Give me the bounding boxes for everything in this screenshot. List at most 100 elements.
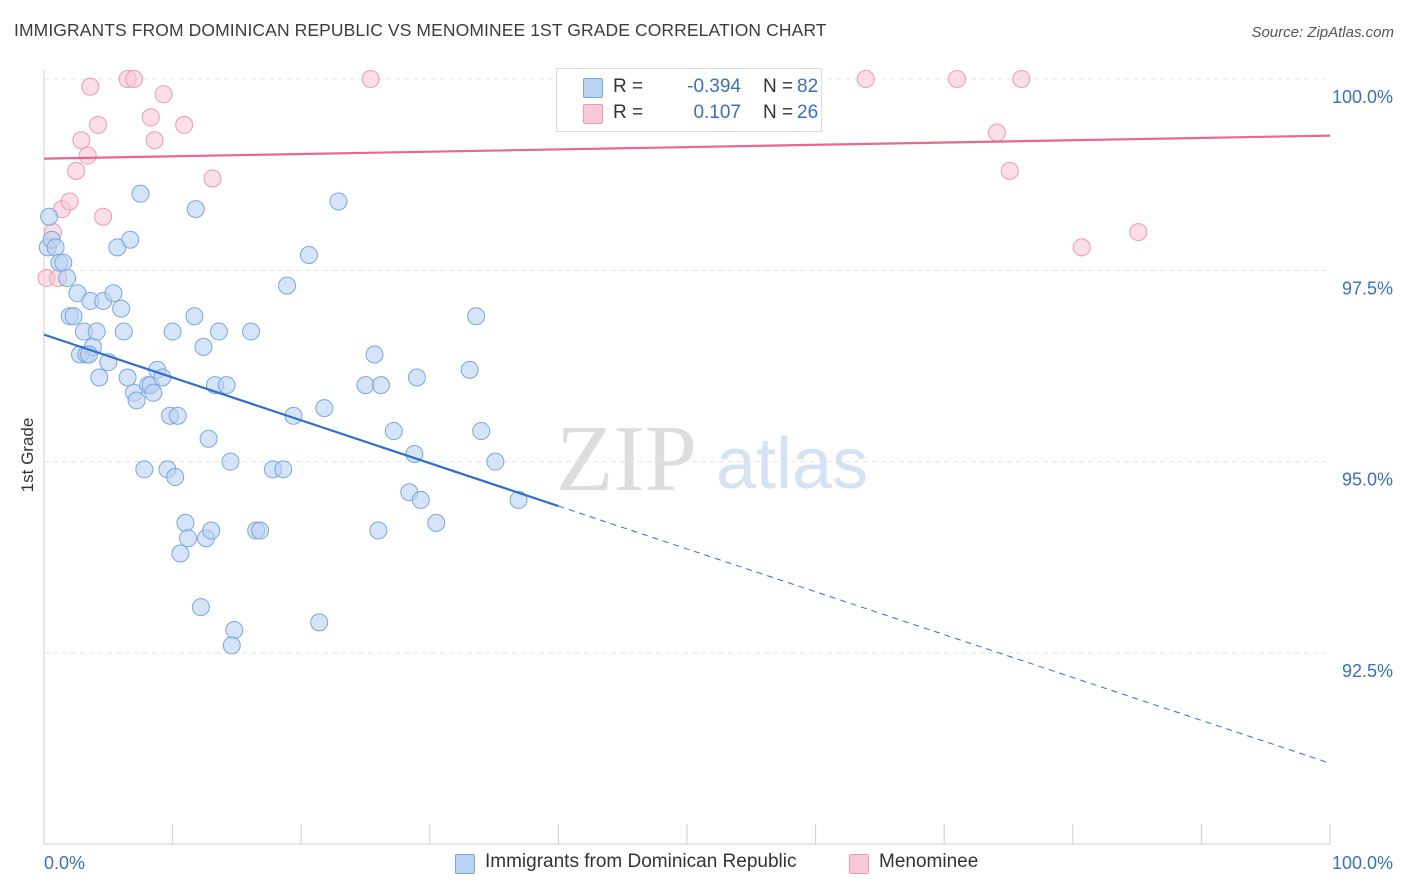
dominican-point bbox=[58, 268, 77, 287]
dominican-point bbox=[225, 621, 244, 640]
menominee-point bbox=[948, 70, 967, 88]
watermark-atlas: atlas bbox=[716, 424, 868, 504]
legend-n-label: N = bbox=[763, 76, 794, 97]
dominican-point bbox=[274, 460, 293, 479]
dominican-point bbox=[460, 360, 479, 379]
dominican-point bbox=[310, 613, 329, 632]
menominee-point bbox=[78, 146, 97, 165]
x-tick-label: 0.0% bbox=[44, 853, 85, 873]
menominee-point bbox=[67, 161, 86, 180]
dominican-point bbox=[168, 406, 187, 425]
legend-n-value: 82 bbox=[797, 76, 819, 97]
menominee-trend-line bbox=[43, 134, 1331, 160]
axes bbox=[43, 70, 1331, 845]
legend-r-label: R = bbox=[613, 102, 644, 123]
dominican-point bbox=[407, 368, 426, 387]
dominican-point bbox=[384, 422, 403, 441]
dominican-point bbox=[209, 322, 228, 341]
correlation-legend: R = -0.394 N = 82 R = 0.107 N = 26 bbox=[556, 68, 822, 132]
dominican-point bbox=[221, 452, 240, 471]
dominican-point bbox=[163, 322, 182, 341]
series-legend-label: Immigrants from Dominican Republic bbox=[485, 851, 797, 872]
menominee-point bbox=[81, 77, 100, 96]
dominican-point bbox=[467, 307, 486, 326]
dominican-point bbox=[40, 207, 59, 226]
dominican-point bbox=[369, 521, 388, 540]
dominican-point bbox=[114, 322, 133, 341]
trend-lines bbox=[43, 134, 1331, 764]
dominican-point bbox=[299, 246, 318, 265]
dominican-point bbox=[144, 383, 163, 402]
dominican-point bbox=[118, 368, 137, 387]
dominican-point bbox=[217, 376, 236, 395]
watermark: ZIP atlas bbox=[556, 407, 868, 511]
dominican-point bbox=[87, 322, 106, 341]
menominee-point bbox=[987, 123, 1006, 142]
series-legend: Immigrants from Dominican Republic Menom… bbox=[0, 851, 1406, 879]
dominican-point bbox=[135, 460, 154, 479]
dominican-point bbox=[199, 429, 218, 448]
dominican-point bbox=[191, 598, 210, 617]
menominee-point bbox=[125, 70, 144, 88]
dominican-point bbox=[371, 376, 390, 395]
y-tick-label: 92.5% bbox=[1342, 661, 1393, 681]
dominican-point bbox=[112, 299, 131, 318]
menominee-point bbox=[1000, 161, 1019, 180]
source-credit: Source: ZipAtlas.com bbox=[1251, 24, 1394, 41]
dominican-point bbox=[64, 307, 83, 326]
data-points bbox=[37, 70, 1148, 655]
dominican-point bbox=[176, 513, 195, 532]
dominican-point bbox=[427, 513, 446, 532]
dominican-point bbox=[472, 422, 491, 441]
dominican-point bbox=[186, 200, 205, 219]
menominee-point bbox=[361, 70, 380, 88]
series-swatch-pink bbox=[849, 854, 869, 874]
y-tick-label: 100.0% bbox=[1332, 87, 1393, 107]
y-tick-label: 95.0% bbox=[1342, 470, 1393, 490]
menominee-point bbox=[1012, 70, 1031, 88]
menominee-point bbox=[1072, 238, 1091, 257]
dominican-trend-line bbox=[43, 333, 559, 508]
dominican-trend-extension bbox=[558, 505, 1331, 764]
legend-r-label: R = bbox=[613, 76, 644, 97]
dominican-point bbox=[405, 445, 424, 464]
dominican-point bbox=[509, 490, 528, 509]
menominee-point bbox=[175, 115, 194, 134]
menominee-point bbox=[141, 108, 160, 127]
dominican-point bbox=[179, 529, 198, 548]
dominican-point bbox=[278, 276, 297, 295]
legend-r-value: -0.394 bbox=[687, 76, 741, 97]
dominican-point bbox=[127, 391, 146, 410]
dominican-point bbox=[365, 345, 384, 364]
dominican-point bbox=[202, 521, 221, 540]
y-tick-label: 97.5% bbox=[1342, 278, 1393, 298]
legend-swatch-blue bbox=[583, 78, 603, 98]
menominee-point bbox=[856, 70, 875, 88]
menominee-point bbox=[1129, 223, 1148, 242]
dominican-point bbox=[194, 337, 213, 356]
tick-labels: 92.5% 95.0% 97.5% 100.0% 0.0% 100.0% bbox=[44, 87, 1393, 873]
dominican-point bbox=[166, 467, 185, 486]
menominee-point bbox=[203, 169, 222, 188]
legend-n-value: 26 bbox=[797, 102, 819, 123]
dominican-point bbox=[131, 184, 150, 203]
dominican-point bbox=[54, 253, 73, 272]
dominican-point bbox=[486, 452, 505, 471]
x-tick-label: 100.0% bbox=[1332, 853, 1393, 873]
menominee-point bbox=[89, 115, 108, 134]
dominican-point bbox=[242, 322, 261, 341]
dominican-point bbox=[356, 376, 375, 395]
dominican-point bbox=[121, 230, 140, 249]
menominee-point bbox=[94, 207, 113, 226]
dominican-point bbox=[251, 521, 270, 540]
dominican-point bbox=[171, 544, 190, 563]
dominican-point bbox=[315, 399, 334, 418]
menominee-point bbox=[72, 131, 91, 150]
menominee-point bbox=[154, 85, 173, 104]
series-swatch-blue bbox=[455, 854, 475, 874]
dominican-point bbox=[329, 192, 348, 211]
dominican-point bbox=[222, 636, 241, 655]
watermark-zip: ZIP bbox=[556, 407, 697, 511]
dominican-point bbox=[104, 284, 123, 303]
